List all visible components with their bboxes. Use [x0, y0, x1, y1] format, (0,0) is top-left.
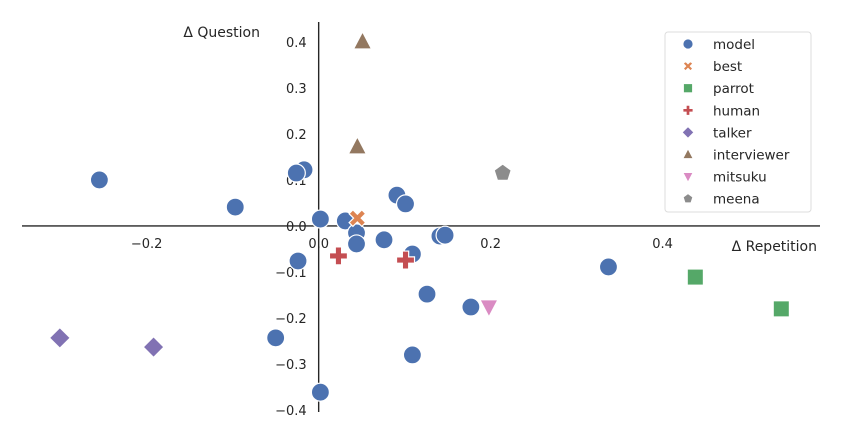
legend-label: meena [713, 192, 760, 208]
series-talker [48, 326, 165, 359]
model-point [266, 328, 286, 348]
model-point [402, 345, 423, 365]
x-tick-label: 0.4 [652, 237, 673, 252]
y-tick-label: 0.3 [286, 82, 307, 97]
x-axis-label: Δ Repetition [732, 239, 817, 255]
legend-label: mitsuku [713, 170, 767, 186]
series-model [89, 160, 619, 402]
y-tick-label: −0.4 [275, 404, 307, 419]
series-parrot [686, 268, 791, 318]
legend: model best parrot human talker interviewer mit… [664, 31, 812, 213]
legend-item-mitsuku: mitsuku [682, 170, 767, 186]
model-point [598, 257, 619, 277]
y-tick-label: 0.2 [286, 128, 307, 143]
meena-point [493, 163, 512, 181]
talker-legend-icon [681, 126, 695, 139]
series-best [348, 209, 367, 228]
legend-label: human [713, 103, 760, 119]
human-point [395, 250, 416, 270]
legend-label: best [713, 59, 742, 75]
legend-item-talker: talker [681, 125, 752, 141]
parrot-point [772, 300, 791, 318]
model-point [89, 170, 109, 190]
legend-box [664, 31, 812, 213]
model-point [417, 284, 437, 304]
series-mitsuku [478, 299, 499, 319]
x-tick-label: 0.0 [308, 237, 329, 252]
human-legend-icon [682, 104, 694, 116]
model-point [395, 194, 416, 214]
model-point [346, 234, 367, 254]
model-point [225, 197, 245, 217]
y-tick-label: 0.4 [286, 36, 307, 51]
legend-label: interviewer [713, 148, 790, 164]
y-tick-label: −0.2 [275, 312, 307, 327]
y-tick-label: −0.3 [275, 358, 307, 373]
parrot-legend-icon [683, 83, 693, 94]
mitsuku-point [478, 299, 499, 319]
meena-legend-icon [682, 193, 694, 204]
legend-item-human: human [682, 103, 760, 119]
model-point [288, 251, 308, 271]
best-legend-icon [682, 60, 694, 72]
legend-item-parrot: parrot [683, 81, 754, 97]
human-point [328, 246, 349, 266]
legend-item-interviewer: interviewer [682, 148, 790, 164]
series-meena [493, 163, 512, 181]
parrot-point [686, 268, 705, 286]
legend-item-best: best [682, 59, 742, 75]
interviewer-point [347, 135, 368, 155]
legend-label: parrot [713, 81, 754, 97]
model-point [435, 225, 455, 245]
y-axis-label: Δ Question [183, 25, 260, 41]
talker-point [142, 335, 165, 359]
series-interviewer [347, 30, 373, 155]
y-tick-label: 0.0 [286, 220, 307, 235]
legend-item-model: model [682, 37, 755, 53]
best-point [348, 209, 367, 228]
interviewer-point [352, 30, 373, 50]
interviewer-legend-icon [682, 148, 694, 159]
mitsuku-legend-icon [682, 172, 694, 183]
series-human [328, 246, 416, 270]
model-point [310, 209, 330, 229]
legend-item-meena: meena [682, 192, 760, 208]
legend-label: model [713, 37, 755, 53]
talker-point [48, 326, 72, 350]
x-tick-label: −0.2 [131, 237, 163, 252]
x-tick-label: 0.2 [480, 237, 501, 252]
data-points [48, 30, 791, 402]
legend-label: talker [713, 125, 752, 141]
model-legend-icon [682, 38, 694, 50]
model-point [374, 230, 394, 250]
model-point [461, 297, 481, 317]
model-point [286, 163, 306, 183]
model-point [310, 382, 330, 402]
